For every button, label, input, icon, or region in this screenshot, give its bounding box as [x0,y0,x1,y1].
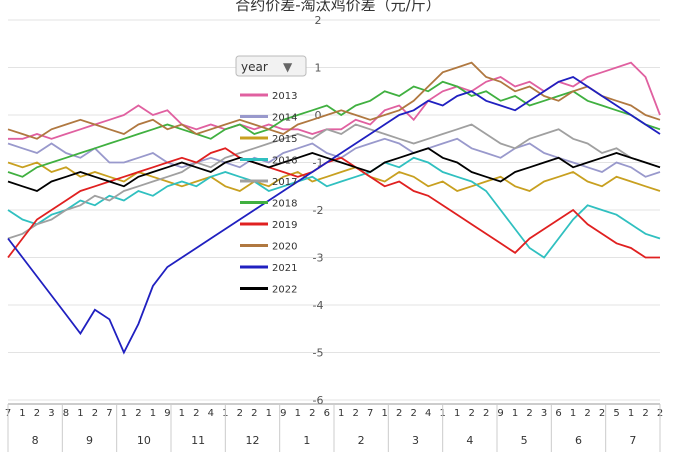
legend-label-2013: 2013 [272,91,297,102]
x-month-label: 3 [412,434,419,447]
x-week-label: 2 [34,408,40,419]
legend-label-2017: 2017 [272,177,297,188]
x-month-label: 2 [358,434,365,447]
legend-label-2021: 2021 [272,263,297,274]
x-week-label: 2 [411,408,417,419]
x-week-label: 1 [121,408,127,419]
series-line-2020 [7,61,661,140]
x-axis: 7123812712191241221912612712241122912361… [5,403,663,452]
series-line-2022 [7,147,661,192]
x-week-label: 9 [497,408,503,419]
x-week-label: 1 [150,408,156,419]
x-month-label: 4 [466,434,473,447]
year-filter-label: year [241,60,268,74]
x-week-label: 5 [613,408,619,419]
legend-label-2020: 2020 [272,242,297,253]
x-month-label: 10 [137,434,151,447]
x-month-label: 5 [521,434,528,447]
x-week-label: 1 [512,408,518,419]
x-month-label: 8 [32,434,39,447]
x-week-label: 1 [454,408,460,419]
x-week-label: 4 [208,408,214,419]
x-week-label: 1 [19,408,25,419]
x-week-label: 7 [367,408,373,419]
y-tick-label: -4 [313,299,324,312]
x-week-label: 2 [526,408,532,419]
x-week-label: 2 [251,408,257,419]
y-tick-label: -1 [313,157,324,170]
y-tick-label: -3 [313,252,324,265]
y-tick-label: 0 [315,109,322,122]
x-week-label: 1 [179,408,185,419]
x-week-label: 2 [353,408,359,419]
x-week-label: 3 [541,408,547,419]
x-week-label: 2 [396,408,402,419]
x-week-label: 9 [164,408,170,419]
series-line-2014 [7,137,661,178]
gridlines [8,19,660,401]
year-filter-button[interactable] [235,55,307,77]
legend-label-2014: 2014 [272,113,297,124]
x-week-label: 2 [92,408,98,419]
legend-label-2019: 2019 [272,220,297,231]
x-week-label: 9 [280,408,286,419]
x-week-label: 1 [338,408,344,419]
y-tick-label: 2 [315,14,322,27]
y-tick-label: -6 [313,394,324,407]
legend-label-2016: 2016 [272,156,297,167]
legend: year ▼ 2013 2014 2015 2016 2017 2018 2019 2020 2… [235,55,307,296]
x-week-label: 1 [295,408,301,419]
x-month-label: 11 [191,434,205,447]
y-tick-label: -2 [313,204,324,217]
x-week-label: 2 [193,408,199,419]
series-line-2019 [7,147,660,259]
x-month-label: 1 [303,434,310,447]
legend-label-2015: 2015 [272,134,297,145]
x-week-label: 1 [382,408,388,419]
series-line-2015 [7,161,661,192]
x-week-label: 2 [135,408,141,419]
x-month-label: 7 [629,434,636,447]
series-line-2021 [7,76,661,355]
x-week-label: 4 [425,408,431,419]
x-week-label: 2 [642,408,648,419]
chart-title: 合约价差-淘汰鸡价差（元/斤） [235,0,440,14]
x-week-label: 2 [237,408,243,419]
x-week-label: 8 [63,408,69,419]
legend-label-2018: 2018 [272,199,297,210]
x-week-label: 6 [555,408,561,419]
legend-label-2022: 2022 [272,285,297,296]
x-week-label: 2 [309,408,315,419]
x-week-label: 3 [48,408,54,419]
x-week-label: 2 [483,408,489,419]
filter-funnel-icon[interactable]: ▼ [283,60,293,74]
y-tick-label: -5 [313,347,324,360]
x-month-label: 12 [246,434,260,447]
series-lines [7,61,661,355]
series-line-2017 [7,123,661,240]
y-axis-ticks: 2 1 0 -1 -2 -3 -4 -5 -6 [313,14,324,407]
x-week-label: 7 [106,408,112,419]
x-week-label: 2 [584,408,590,419]
x-week-label: 1 [628,408,634,419]
x-week-label: 2 [468,408,474,419]
x-week-label: 1 [266,408,272,419]
x-month-label: 6 [575,434,582,447]
y-tick-label: 1 [315,62,322,75]
x-week-label: 2 [599,408,605,419]
x-week-label: 1 [570,408,576,419]
x-week-label: 1 [77,408,83,419]
x-month-label: 9 [86,434,93,447]
series-line-2016 [7,156,661,259]
x-week-label: 6 [324,408,330,419]
